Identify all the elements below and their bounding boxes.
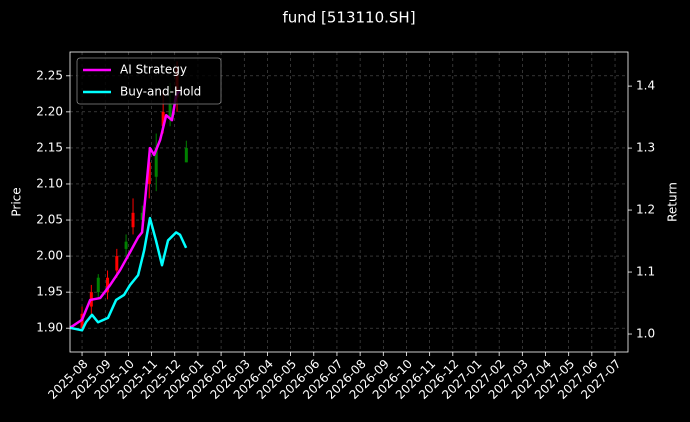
candle-body — [96, 277, 100, 293]
chart-title: fund [513110.SH] — [282, 9, 415, 27]
y2-tick-label: 1.4 — [636, 79, 655, 93]
y2-tick-label: 1.3 — [636, 141, 655, 155]
candle-body — [106, 277, 110, 293]
y-tick-label: 2.00 — [36, 249, 63, 263]
y2-tick-label: 1.0 — [636, 327, 655, 341]
candle-body — [161, 111, 165, 127]
candle-body — [147, 162, 151, 184]
y2-tick-label: 1.1 — [636, 265, 655, 279]
candle-body — [140, 212, 144, 221]
candle-body — [115, 256, 119, 271]
candle-body — [154, 147, 158, 177]
y-tick-label: 1.90 — [36, 321, 63, 335]
candle-body — [184, 147, 188, 163]
y-tick-label: 2.15 — [36, 140, 63, 154]
y-tick-label: 2.10 — [36, 176, 63, 190]
legend-label: Buy-and-Hold — [120, 85, 201, 99]
line-series — [69, 89, 182, 329]
legend-box — [76, 57, 222, 105]
y-tick-label: 2.05 — [36, 213, 63, 227]
y-tick-label: 2.25 — [36, 68, 63, 82]
y-tick-label: 1.95 — [36, 285, 63, 299]
legend-label: AI Strategy — [120, 63, 187, 77]
candle-body — [168, 104, 172, 120]
candle-body — [131, 212, 135, 228]
candle-body — [124, 241, 128, 249]
y2-axis-label: Return — [666, 182, 680, 222]
line-series — [69, 216, 188, 332]
y2-tick-label: 1.2 — [636, 203, 655, 217]
y-tick-label: 2.20 — [36, 104, 63, 118]
plot-frame — [69, 51, 629, 353]
y-axis-label: Price — [10, 187, 24, 216]
